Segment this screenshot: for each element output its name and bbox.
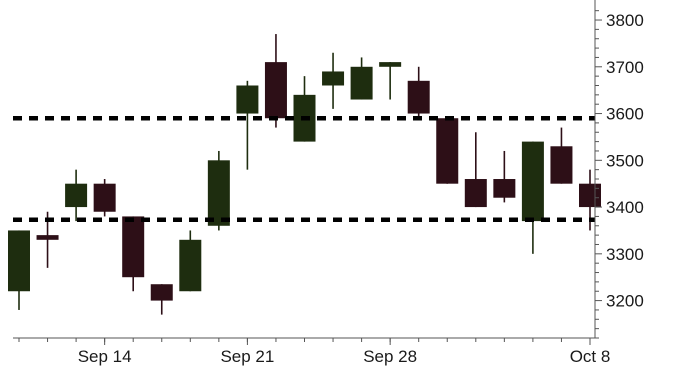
candle-body-down (550, 146, 573, 184)
candle (493, 150, 516, 203)
x-tick-label: Oct 8 (570, 347, 611, 366)
candle-body-up (65, 183, 88, 208)
candle-body-up (179, 239, 202, 292)
y-tick-label: 3400 (606, 198, 644, 217)
candle-body-up (350, 66, 373, 100)
candle (179, 230, 202, 292)
candle (293, 76, 316, 142)
candle-body-down (36, 235, 59, 240)
candle (65, 169, 88, 222)
candle (93, 179, 116, 217)
reference-lines-layer (13, 115, 595, 222)
candle (550, 127, 573, 184)
candle (264, 34, 287, 128)
y-tick-label: 3200 (606, 292, 644, 311)
candle-body-down (150, 284, 173, 301)
candle-body-down (122, 216, 145, 278)
candle (207, 150, 230, 231)
candle (122, 216, 145, 292)
y-tick-label: 3800 (606, 11, 644, 30)
candle-body-up (379, 62, 402, 67)
candle-body-down (407, 80, 430, 114)
candle (379, 62, 402, 100)
x-tick-label: Sep 28 (363, 347, 417, 366)
candle (521, 141, 544, 254)
candle-body-down (93, 183, 116, 212)
y-tick-label: 3600 (606, 105, 644, 124)
axes-layer: 3200 3300 3400 3500 3600 3700 3800 Sep 14 Sep 21… (13, 0, 644, 366)
candle (464, 132, 487, 208)
y-tick-label: 3300 (606, 245, 644, 264)
candle-body-up (521, 141, 544, 222)
candle (407, 66, 430, 119)
candle-body-down (436, 118, 459, 184)
candles-layer (8, 34, 601, 315)
y-tick-label: 3500 (606, 151, 644, 170)
candle (350, 57, 373, 100)
candle-body-down (493, 179, 516, 198)
candle (150, 284, 173, 315)
candle (436, 118, 459, 184)
candle-body-down (264, 62, 287, 119)
candle (236, 80, 259, 170)
candle-body-up (322, 71, 345, 86)
candle-body-up (8, 230, 30, 292)
x-tick-label: Sep 14 (78, 347, 132, 366)
candle-body-up (236, 85, 259, 114)
candle-body-down (464, 179, 487, 208)
candle-body-down (579, 183, 601, 208)
candle (322, 52, 345, 109)
y-tick-label: 3700 (606, 58, 644, 77)
candle-body-up (207, 160, 230, 226)
x-tick-label: Sep 21 (220, 347, 274, 366)
candle (8, 230, 30, 310)
